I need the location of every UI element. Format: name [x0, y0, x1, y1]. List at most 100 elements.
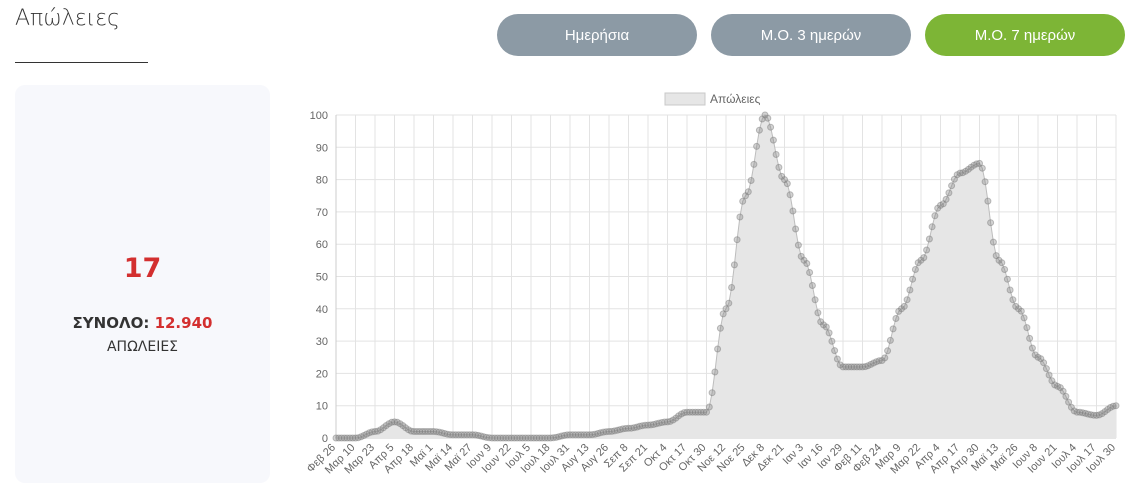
data-point: [794, 241, 802, 249]
series-line: [336, 114, 1117, 439]
data-point: [705, 403, 713, 411]
data-point: [1042, 365, 1050, 373]
data-point: [1040, 359, 1048, 367]
data-point: [708, 389, 716, 397]
series-area: [336, 115, 1116, 438]
data-point: [789, 207, 797, 215]
data-point: [1017, 307, 1025, 315]
data-point: [764, 114, 772, 122]
data-point: [1026, 334, 1034, 342]
data-point: [948, 182, 956, 190]
legend-swatch: [664, 92, 706, 106]
stat-total-value: 12.940: [154, 314, 213, 332]
data-point: [806, 269, 814, 276]
data-point: [792, 225, 800, 233]
stat-card: 17 ΣΥΝΟΛΟ: 12.940 ΑΠΩΛΕΙΕΣ: [15, 85, 270, 483]
data-point: [739, 197, 747, 205]
data-point: [814, 309, 822, 317]
data-point: [1059, 387, 1067, 395]
avg-3-days-button[interactable]: Μ.Ο. 3 ημερών: [711, 14, 911, 56]
data-point: [736, 213, 744, 221]
y-tick-label: 40: [316, 304, 328, 316]
data-point: [889, 325, 897, 333]
data-point: [725, 299, 733, 307]
y-tick-label: 50: [316, 272, 328, 284]
daily-button[interactable]: Ημερήσια: [497, 14, 697, 56]
data-point: [803, 260, 811, 267]
data-point: [703, 408, 710, 416]
data-point: [884, 347, 892, 355]
y-tick-label: 60: [316, 239, 328, 251]
data-point: [811, 296, 819, 304]
data-point: [822, 323, 830, 331]
data-point: [998, 259, 1006, 267]
stat-value: 17: [123, 253, 162, 284]
data-point: [1062, 392, 1070, 400]
data-point: [928, 223, 936, 231]
data-point: [714, 345, 722, 353]
y-tick-label: 80: [316, 175, 328, 187]
y-tick-label: 30: [316, 336, 328, 348]
stat-total-label: ΣΥΝΟΛΟ:: [72, 314, 150, 332]
data-point: [987, 219, 995, 227]
data-point: [728, 284, 736, 291]
page-title: Απώλειες: [15, 6, 120, 31]
y-tick-label: 100: [310, 110, 328, 122]
data-point: [920, 254, 928, 262]
data-point: [1045, 371, 1053, 379]
data-point: [886, 336, 894, 344]
data-point: [978, 164, 986, 172]
data-point: [984, 197, 992, 205]
data-point: [945, 189, 953, 197]
data-point: [755, 126, 763, 134]
y-tick-label: 10: [316, 401, 328, 413]
data-point: [733, 236, 741, 244]
stat-caption: ΑΠΩΛΕΙΕΣ: [106, 339, 179, 355]
data-point: [767, 123, 775, 131]
avg-7-days-button[interactable]: Μ.Ο. 7 ημερών: [925, 14, 1125, 56]
data-point: [989, 238, 997, 246]
data-point: [1065, 398, 1073, 406]
data-point: [730, 261, 738, 269]
data-point: [881, 354, 889, 362]
legend-label: Απώλειες: [710, 92, 761, 106]
data-point: [1001, 266, 1009, 273]
data-point: [828, 337, 836, 345]
legend: Απώλειες: [664, 92, 761, 106]
data-point: [903, 296, 911, 304]
title-underline: [15, 62, 148, 63]
y-tick-label: 70: [316, 207, 328, 219]
data-point: [1023, 324, 1031, 332]
data-point: [783, 180, 791, 188]
y-tick-label: 20: [316, 368, 328, 380]
series-points: [332, 111, 1120, 442]
data-point: [750, 160, 758, 168]
data-point: [786, 191, 794, 199]
data-point: [1020, 314, 1028, 322]
data-point: [906, 286, 914, 294]
data-point: [747, 177, 755, 184]
y-tick-label: 90: [316, 142, 328, 154]
data-point: [1003, 275, 1011, 283]
data-point: [911, 266, 919, 273]
data-point: [831, 347, 839, 355]
data-point: [711, 368, 719, 376]
data-point: [981, 178, 989, 186]
data-point: [808, 282, 816, 289]
data-point: [892, 315, 900, 322]
data-point: [722, 305, 730, 313]
data-point: [1028, 344, 1036, 352]
data-point: [923, 246, 931, 254]
data-point: [909, 275, 917, 283]
stat-total: ΣΥΝΟΛΟ: 12.940: [15, 314, 270, 332]
data-point: [772, 151, 780, 158]
data-point: [925, 235, 933, 243]
data-point: [1112, 402, 1120, 410]
data-point: [900, 302, 908, 310]
data-point: [833, 355, 841, 363]
data-point: [744, 188, 752, 196]
data-point: [1006, 286, 1014, 294]
data-point: [753, 142, 761, 150]
y-tick-label: 0: [322, 433, 328, 445]
